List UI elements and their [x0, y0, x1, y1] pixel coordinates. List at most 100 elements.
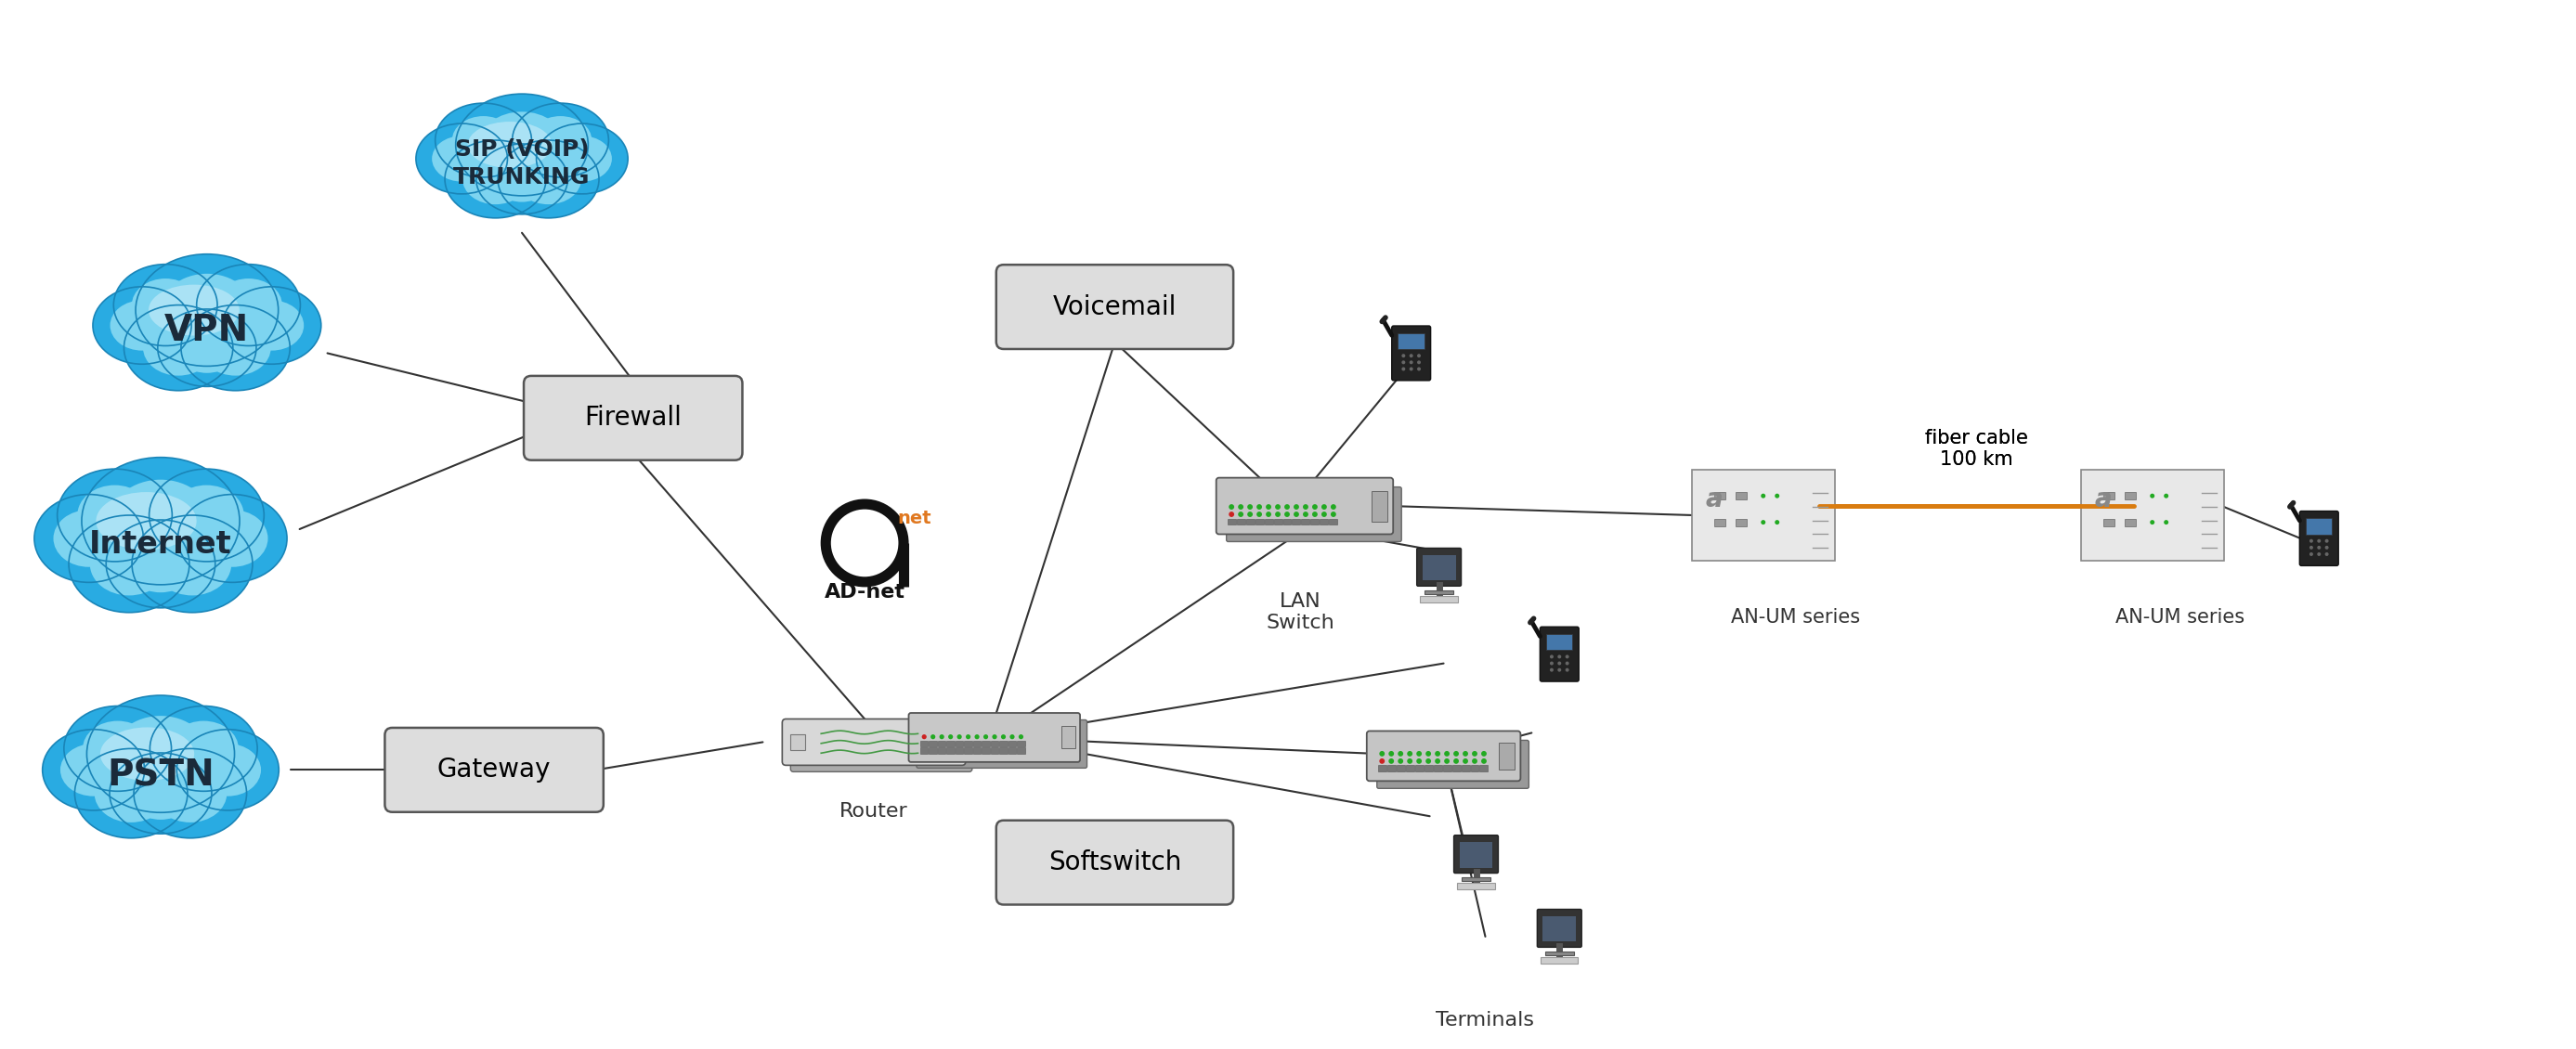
- Ellipse shape: [82, 457, 240, 584]
- Bar: [1419, 596, 1458, 602]
- Bar: [974, 741, 981, 747]
- Text: PSTN: PSTN: [106, 757, 214, 793]
- Circle shape: [1409, 367, 1414, 371]
- Ellipse shape: [126, 767, 193, 819]
- Ellipse shape: [446, 141, 546, 218]
- Circle shape: [1425, 751, 1432, 756]
- Circle shape: [1229, 505, 1234, 510]
- FancyBboxPatch shape: [1540, 627, 1579, 682]
- Ellipse shape: [93, 286, 191, 364]
- Bar: [1378, 766, 1386, 772]
- Ellipse shape: [178, 729, 278, 811]
- Ellipse shape: [175, 323, 240, 373]
- Ellipse shape: [100, 727, 193, 780]
- Ellipse shape: [75, 749, 188, 838]
- Bar: [945, 748, 956, 753]
- Circle shape: [930, 734, 935, 740]
- Circle shape: [2318, 545, 2321, 550]
- Ellipse shape: [126, 535, 196, 593]
- Circle shape: [2164, 520, 2169, 524]
- Bar: [1061, 726, 1074, 749]
- Ellipse shape: [201, 320, 270, 376]
- Circle shape: [1762, 494, 1765, 498]
- Circle shape: [1247, 505, 1252, 510]
- Text: net: net: [896, 509, 930, 527]
- Text: LAN
Switch: LAN Switch: [1265, 593, 1334, 633]
- Circle shape: [1551, 655, 1553, 659]
- Circle shape: [1566, 668, 1569, 671]
- Bar: [1018, 748, 1025, 753]
- Bar: [1007, 748, 1015, 753]
- Circle shape: [2326, 545, 2329, 550]
- Ellipse shape: [167, 721, 240, 776]
- Text: VPN: VPN: [165, 313, 250, 348]
- Ellipse shape: [95, 765, 167, 822]
- FancyBboxPatch shape: [2300, 511, 2339, 565]
- Bar: [930, 748, 938, 753]
- Circle shape: [1409, 354, 1414, 358]
- Circle shape: [1247, 512, 1252, 517]
- Bar: [1546, 951, 1574, 955]
- Bar: [1736, 518, 1747, 526]
- Bar: [1007, 741, 1015, 747]
- Ellipse shape: [64, 706, 173, 791]
- Ellipse shape: [492, 156, 551, 202]
- Circle shape: [1417, 361, 1422, 364]
- Bar: [1386, 766, 1396, 772]
- Circle shape: [1293, 505, 1298, 510]
- Circle shape: [966, 734, 971, 740]
- Circle shape: [1445, 758, 1450, 764]
- Bar: [1247, 518, 1255, 524]
- Ellipse shape: [21, 690, 301, 850]
- Circle shape: [1417, 751, 1422, 756]
- Ellipse shape: [82, 721, 152, 776]
- Circle shape: [1453, 751, 1458, 756]
- Circle shape: [1265, 512, 1273, 517]
- Ellipse shape: [149, 284, 240, 336]
- Bar: [1273, 518, 1283, 524]
- Ellipse shape: [113, 264, 216, 346]
- Text: Terminals: Terminals: [1435, 1010, 1535, 1029]
- Ellipse shape: [108, 479, 211, 562]
- Text: fiber cable
100 km: fiber cable 100 km: [1924, 429, 2027, 469]
- Ellipse shape: [160, 274, 252, 346]
- Circle shape: [1463, 751, 1468, 756]
- Circle shape: [1332, 505, 1337, 510]
- Ellipse shape: [131, 279, 198, 331]
- Bar: [1716, 518, 1726, 526]
- Bar: [1432, 766, 1443, 772]
- Circle shape: [1378, 751, 1386, 756]
- Circle shape: [1285, 512, 1291, 517]
- Bar: [999, 748, 1007, 753]
- Circle shape: [1463, 758, 1468, 764]
- Circle shape: [1481, 751, 1486, 756]
- Ellipse shape: [77, 485, 152, 545]
- Circle shape: [1311, 505, 1316, 510]
- Ellipse shape: [70, 249, 343, 402]
- Ellipse shape: [88, 695, 234, 813]
- Circle shape: [974, 734, 979, 740]
- Circle shape: [2326, 539, 2329, 542]
- Ellipse shape: [90, 532, 167, 596]
- Bar: [2125, 492, 2136, 499]
- Circle shape: [1311, 512, 1316, 517]
- Ellipse shape: [33, 494, 144, 582]
- FancyBboxPatch shape: [1391, 326, 1430, 381]
- Circle shape: [2311, 539, 2313, 542]
- Circle shape: [2318, 553, 2321, 556]
- Ellipse shape: [178, 494, 286, 582]
- Ellipse shape: [41, 729, 144, 811]
- Circle shape: [1257, 505, 1262, 510]
- Circle shape: [1558, 662, 1561, 665]
- Bar: [945, 741, 956, 747]
- Bar: [1236, 518, 1244, 524]
- Bar: [1546, 634, 1571, 650]
- Ellipse shape: [515, 154, 582, 205]
- Bar: [930, 741, 938, 747]
- Ellipse shape: [479, 112, 564, 178]
- Ellipse shape: [157, 309, 255, 386]
- Circle shape: [1406, 751, 1412, 756]
- Circle shape: [940, 734, 945, 740]
- Bar: [1255, 518, 1262, 524]
- Circle shape: [1332, 512, 1337, 517]
